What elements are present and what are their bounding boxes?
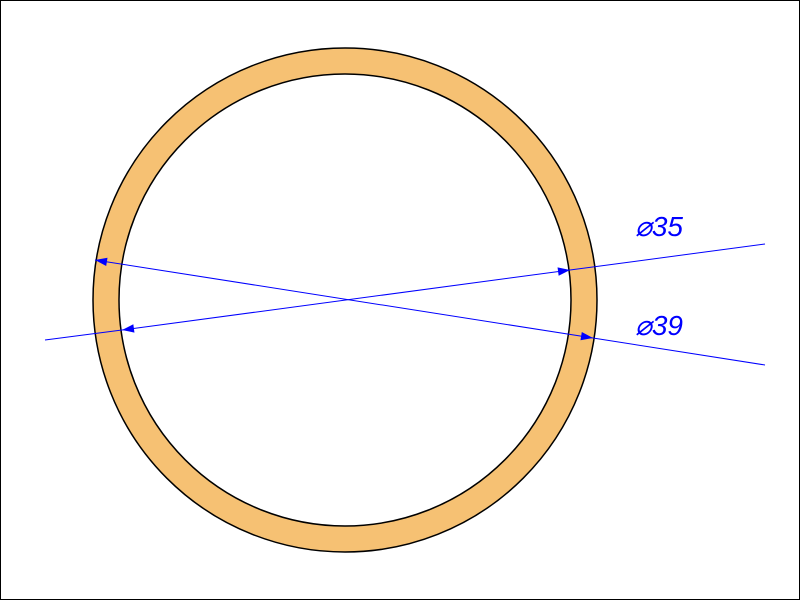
dim-outer-value: 39 [652,310,683,341]
dim-inner-seg1 [122,270,570,330]
dim-inner-arrow-left [122,324,134,332]
dim-inner-seg2 [570,244,765,270]
canvas-border [1,1,800,600]
dim-inner-label: ⌀35 [635,211,683,242]
dim-outer-seg2 [593,338,765,365]
dimension-outer-diameter: ⌀39 [95,258,765,365]
dim-outer-label: ⌀39 [635,310,683,341]
technical-drawing: ⌀39 ⌀35 [0,0,800,600]
dim-outer-seg1 [95,260,593,338]
dim-inner-value: 35 [652,211,684,242]
